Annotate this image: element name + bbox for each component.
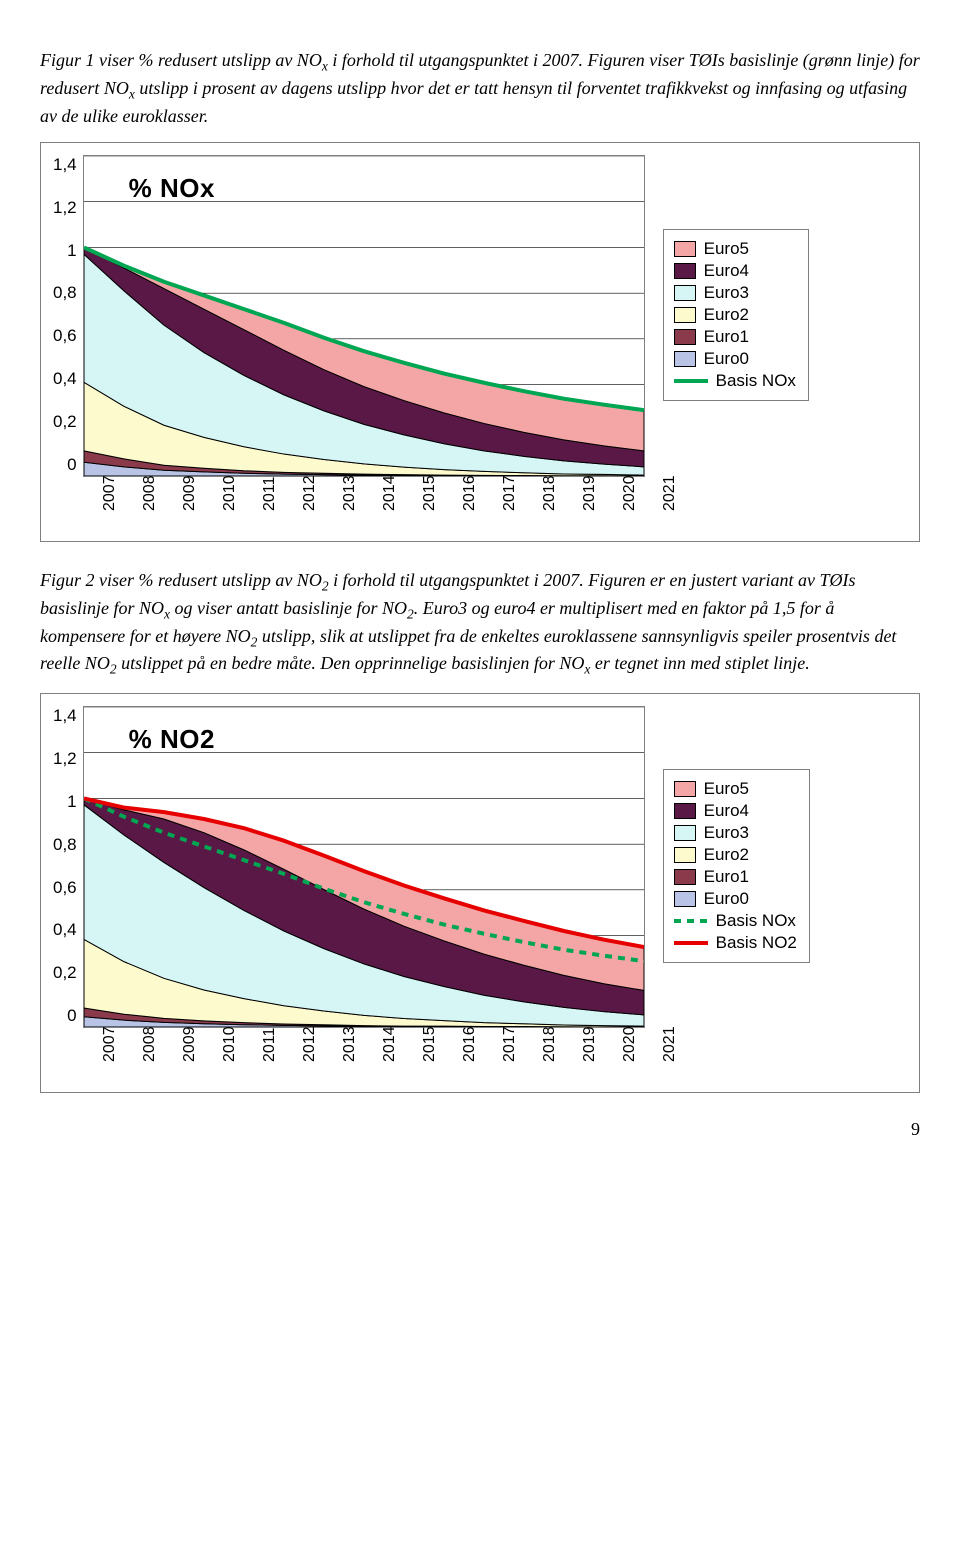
chart2-frame: 1,41,210,80,60,40,20 % NO2 Euro5Euro4Eur… xyxy=(40,693,920,1093)
legend-item: Basis NO2 xyxy=(674,932,797,954)
legend-item: Euro4 xyxy=(674,800,797,822)
legend-item: Euro3 xyxy=(674,822,797,844)
legend-item: Euro2 xyxy=(674,844,797,866)
chart2-legend: Euro5Euro4Euro3Euro2Euro1Euro0Basis NOxB… xyxy=(663,769,810,963)
figure1-caption: Figur 1 viser % redusert utslipp av NOx … xyxy=(40,48,920,128)
chart2-xaxis: 2007200820092010201120122013201420152016… xyxy=(85,1026,907,1084)
legend-item: Euro4 xyxy=(674,260,796,282)
chart1-xaxis: 2007200820092010201120122013201420152016… xyxy=(85,475,907,533)
chart2-title: % NO2 xyxy=(129,724,215,755)
chart2-yaxis: 1,41,210,80,60,40,20 xyxy=(53,706,83,1026)
legend-item: Euro3 xyxy=(674,282,796,304)
chart1-legend: Euro5Euro4Euro3Euro2Euro1Euro0Basis NOx xyxy=(663,229,809,401)
page-number: 9 xyxy=(40,1119,920,1140)
legend-item: Euro5 xyxy=(674,238,796,260)
legend-item: Basis NOx xyxy=(674,910,797,932)
chart1-title: % NOx xyxy=(129,173,215,204)
legend-item: Euro1 xyxy=(674,326,796,348)
legend-item: Basis NOx xyxy=(674,370,796,392)
figure2-caption: Figur 2 viser % redusert utslipp av NO2 … xyxy=(40,568,920,679)
chart1-yaxis: 1,41,210,80,60,40,20 xyxy=(53,155,83,475)
legend-item: Euro0 xyxy=(674,888,797,910)
legend-item: Euro2 xyxy=(674,304,796,326)
legend-item: Euro1 xyxy=(674,866,797,888)
chart1-frame: 1,41,210,80,60,40,20 % NOx Euro5Euro4Eur… xyxy=(40,142,920,542)
legend-item: Euro0 xyxy=(674,348,796,370)
legend-item: Euro5 xyxy=(674,778,797,800)
